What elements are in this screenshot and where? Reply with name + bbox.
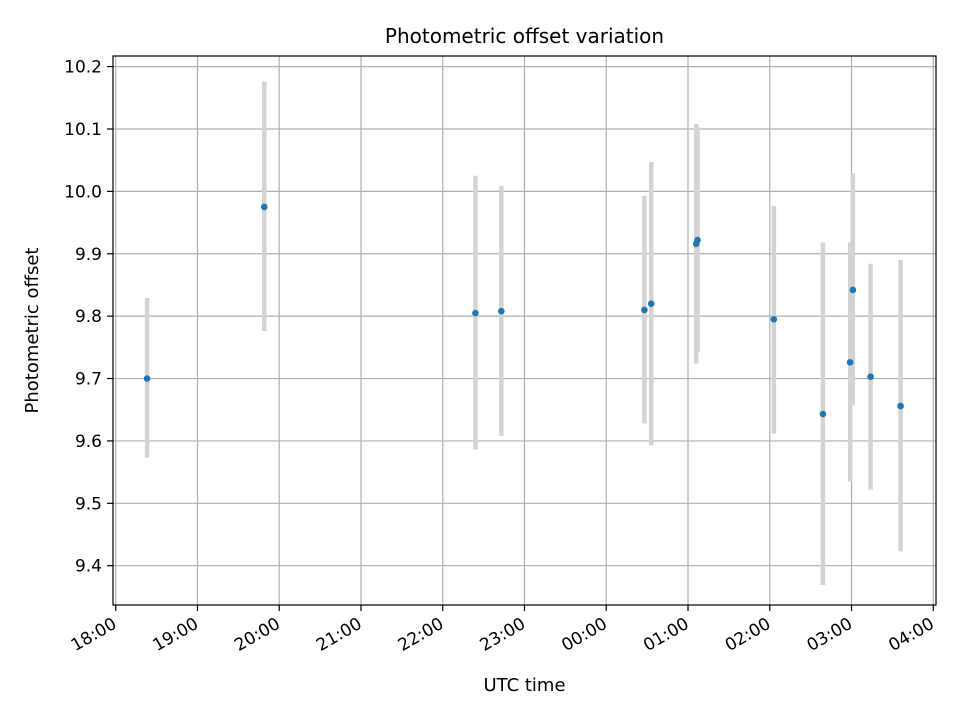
y-tick-label: 9.6: [75, 432, 102, 452]
data-point: [641, 306, 648, 314]
data-point: [143, 375, 151, 382]
y-axis-title: Photometric offset: [22, 248, 43, 414]
y-tick-label: 9.9: [75, 245, 102, 265]
data-point: [819, 410, 827, 418]
y-tick-label: 9.5: [75, 494, 102, 514]
y-tick-label: 10.1: [64, 120, 102, 140]
x-axis-title: UTC time: [483, 675, 565, 696]
data-point: [897, 402, 904, 410]
grid-lines: [113, 56, 936, 605]
data-points: [143, 203, 904, 418]
data-point: [647, 300, 655, 307]
data-point: [867, 373, 874, 380]
data-point: [849, 286, 857, 294]
data-point: [694, 236, 701, 244]
data-point: [472, 309, 479, 317]
data-point: [260, 203, 268, 211]
y-tick-label: 10.2: [64, 58, 102, 78]
chart-title: Photometric offset variation: [385, 24, 664, 48]
y-tick-label: 10.0: [64, 182, 102, 202]
y-tick-label: 9.7: [75, 370, 102, 390]
y-axis-ticks: 9.4 9.5 9.6 9.7 9.8 9.9 10.0 10.1 10.2: [64, 58, 113, 577]
data-point: [770, 315, 778, 323]
y-tick-label: 9.8: [75, 307, 102, 327]
data-point: [498, 307, 505, 315]
y-tick-label: 9.4: [75, 557, 102, 577]
data-point: [846, 359, 854, 366]
